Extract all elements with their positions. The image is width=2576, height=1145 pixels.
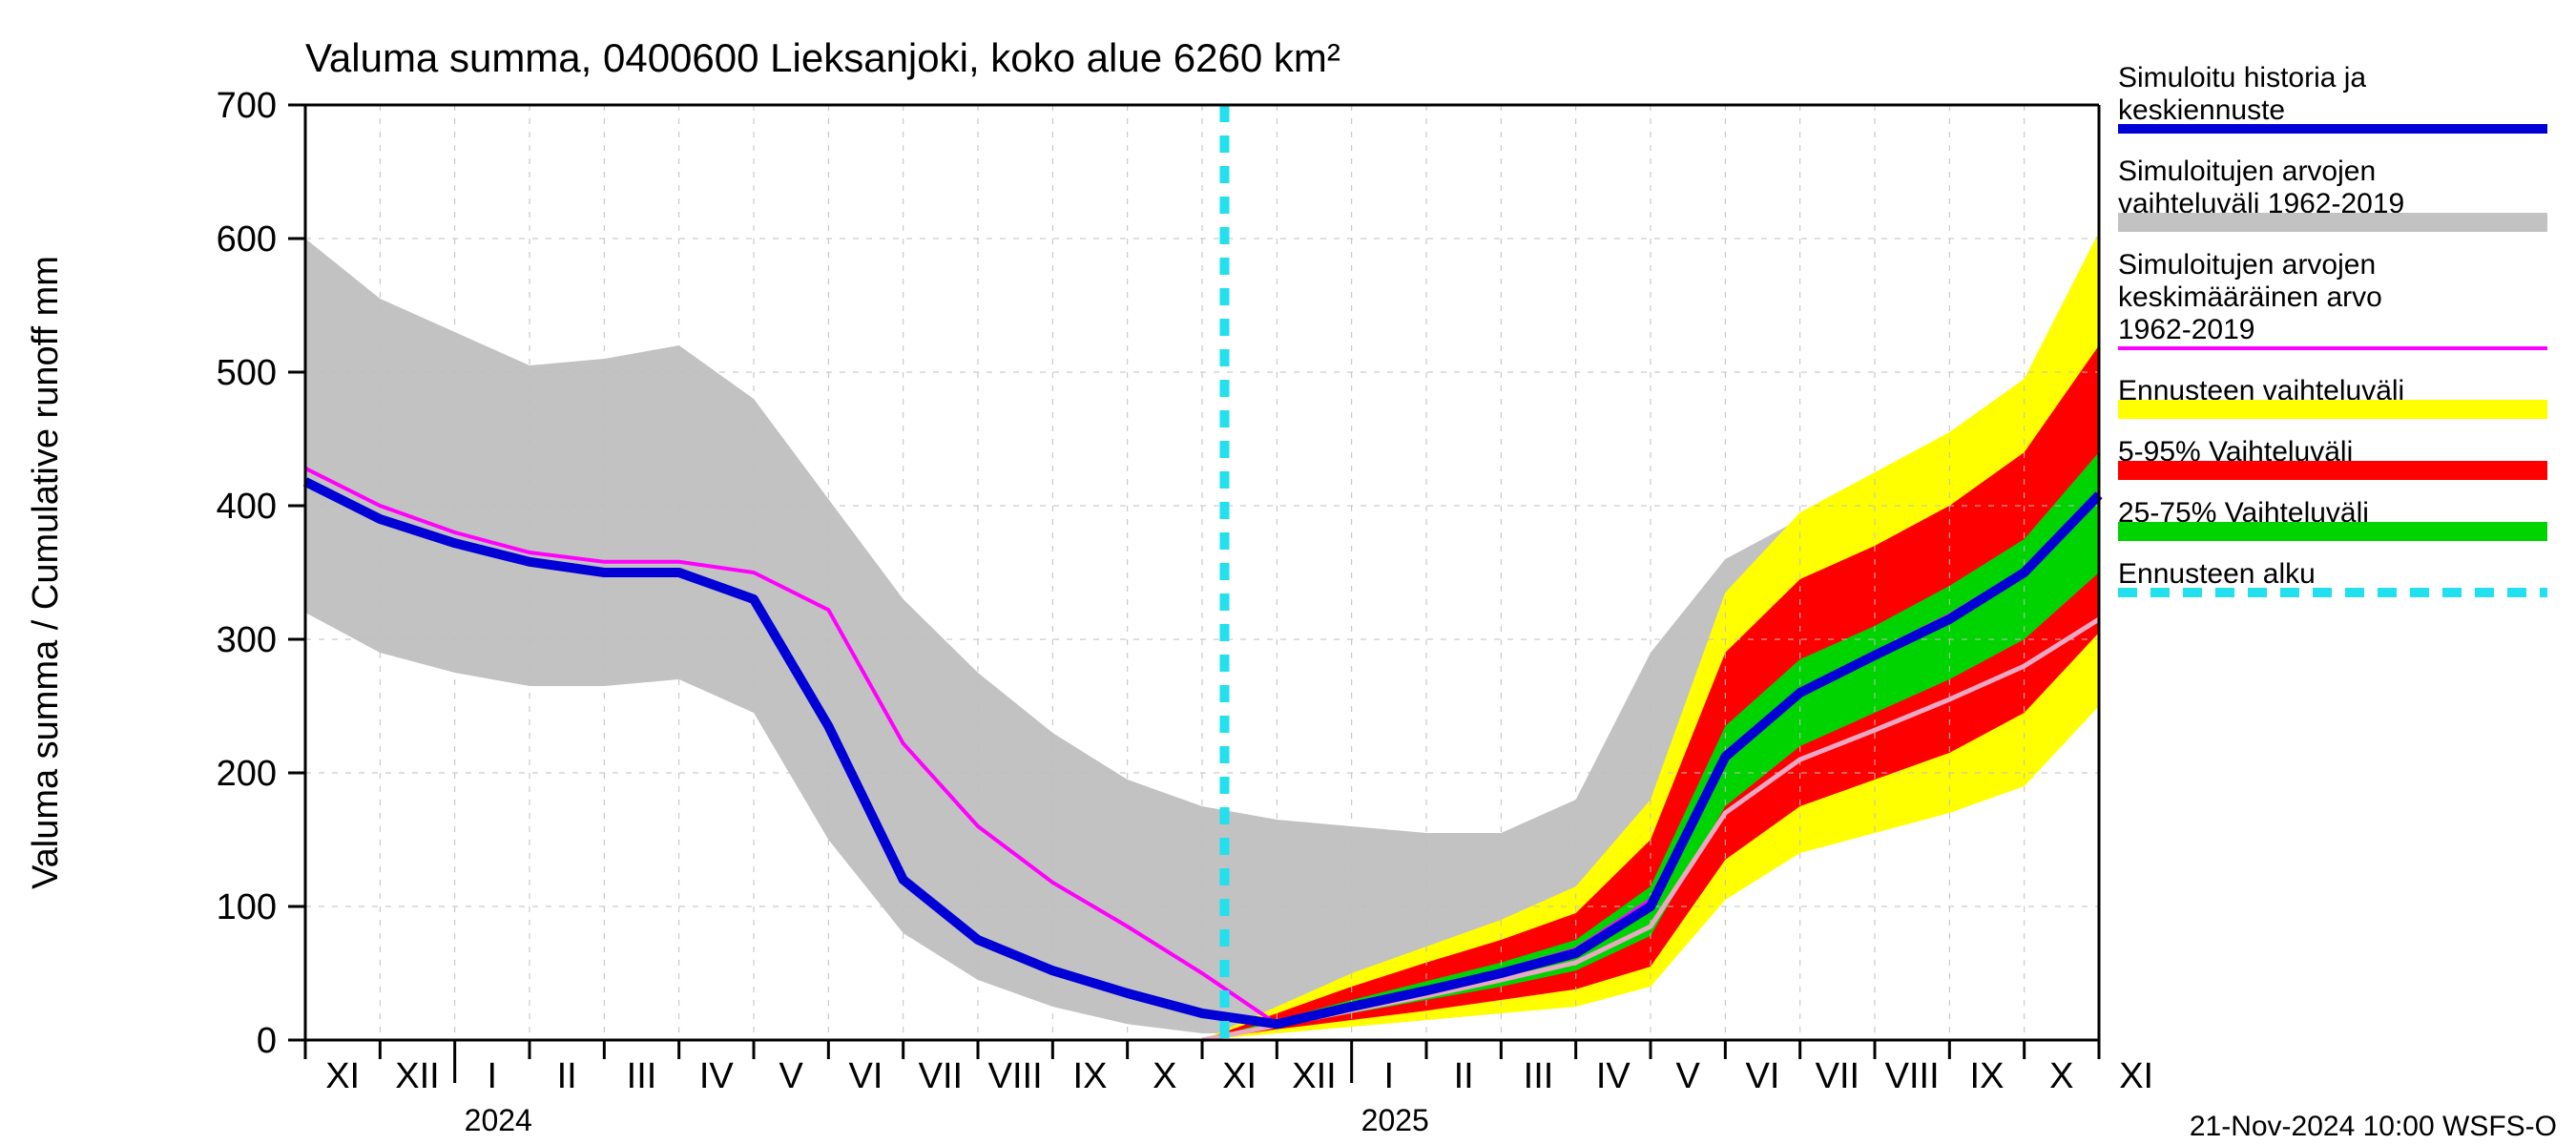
legend-label: keskiennuste (2118, 94, 2285, 126)
x-tick-label: II (557, 1056, 577, 1096)
x-tick-label: III (627, 1056, 657, 1096)
legend-label: Ennusteen alku (2118, 558, 2316, 590)
x-tick-label: V (779, 1056, 803, 1096)
x-tick-label: IX (1970, 1056, 2005, 1096)
x-tick-label: IV (1596, 1056, 1631, 1096)
x-tick-label: VI (849, 1056, 883, 1096)
x-tick-label: I (488, 1056, 498, 1096)
x-tick-label: X (1153, 1056, 1176, 1096)
legend-swatch (2118, 400, 2547, 419)
y-tick-label: 300 (217, 620, 277, 660)
x-tick-label: IV (699, 1056, 735, 1096)
x-tick-label: III (1524, 1056, 1554, 1096)
year-label: 2024 (465, 1103, 532, 1137)
x-tick-label: XI (2119, 1056, 2153, 1096)
x-tick-label: XI (325, 1056, 360, 1096)
x-tick-label: X (2049, 1056, 2073, 1096)
y-tick-label: 200 (217, 754, 277, 794)
legend-swatch (2118, 461, 2547, 480)
chart: Valuma summa, 0400600 Lieksanjoki, koko … (0, 0, 2576, 1145)
x-tick-label: VI (1746, 1056, 1780, 1096)
y-tick-label: 100 (217, 887, 277, 927)
legend-swatch (2118, 213, 2547, 232)
x-tick-label: VII (919, 1056, 963, 1096)
year-label: 2025 (1361, 1103, 1429, 1137)
legend-label: keskimääräinen arvo (2118, 281, 2382, 313)
x-tick-label: VIII (988, 1056, 1043, 1096)
y-tick-label: 400 (217, 487, 277, 527)
x-tick-label: II (1454, 1056, 1474, 1096)
y-axis-label: Valuma summa / Cumulative runoff mm (26, 256, 66, 889)
legend-label: Simuloitujen arvojen (2118, 156, 2376, 187)
y-tick-label: 0 (257, 1021, 277, 1061)
legend-label: Simuloitujen arvojen (2118, 249, 2376, 281)
x-tick-label: VIII (1885, 1056, 1940, 1096)
x-tick-label: XII (1292, 1056, 1336, 1096)
x-tick-label: XII (395, 1056, 439, 1096)
chart-title: Valuma summa, 0400600 Lieksanjoki, koko … (305, 35, 1340, 80)
y-tick-label: 600 (217, 219, 277, 260)
x-tick-label: IX (1073, 1056, 1108, 1096)
legend-label: Simuloitu historia ja (2118, 62, 2366, 94)
x-tick-label: XI (1222, 1056, 1257, 1096)
x-tick-label: V (1675, 1056, 1700, 1096)
y-tick-label: 700 (217, 86, 277, 126)
x-tick-label: I (1384, 1056, 1395, 1096)
legend-label: 1962-2019 (2118, 314, 2254, 345)
y-tick-label: 500 (217, 353, 277, 393)
footer-timestamp: 21-Nov-2024 10:00 WSFS-O (2190, 1111, 2557, 1142)
legend-swatch (2118, 522, 2547, 541)
x-tick-label: VII (1816, 1056, 1859, 1096)
